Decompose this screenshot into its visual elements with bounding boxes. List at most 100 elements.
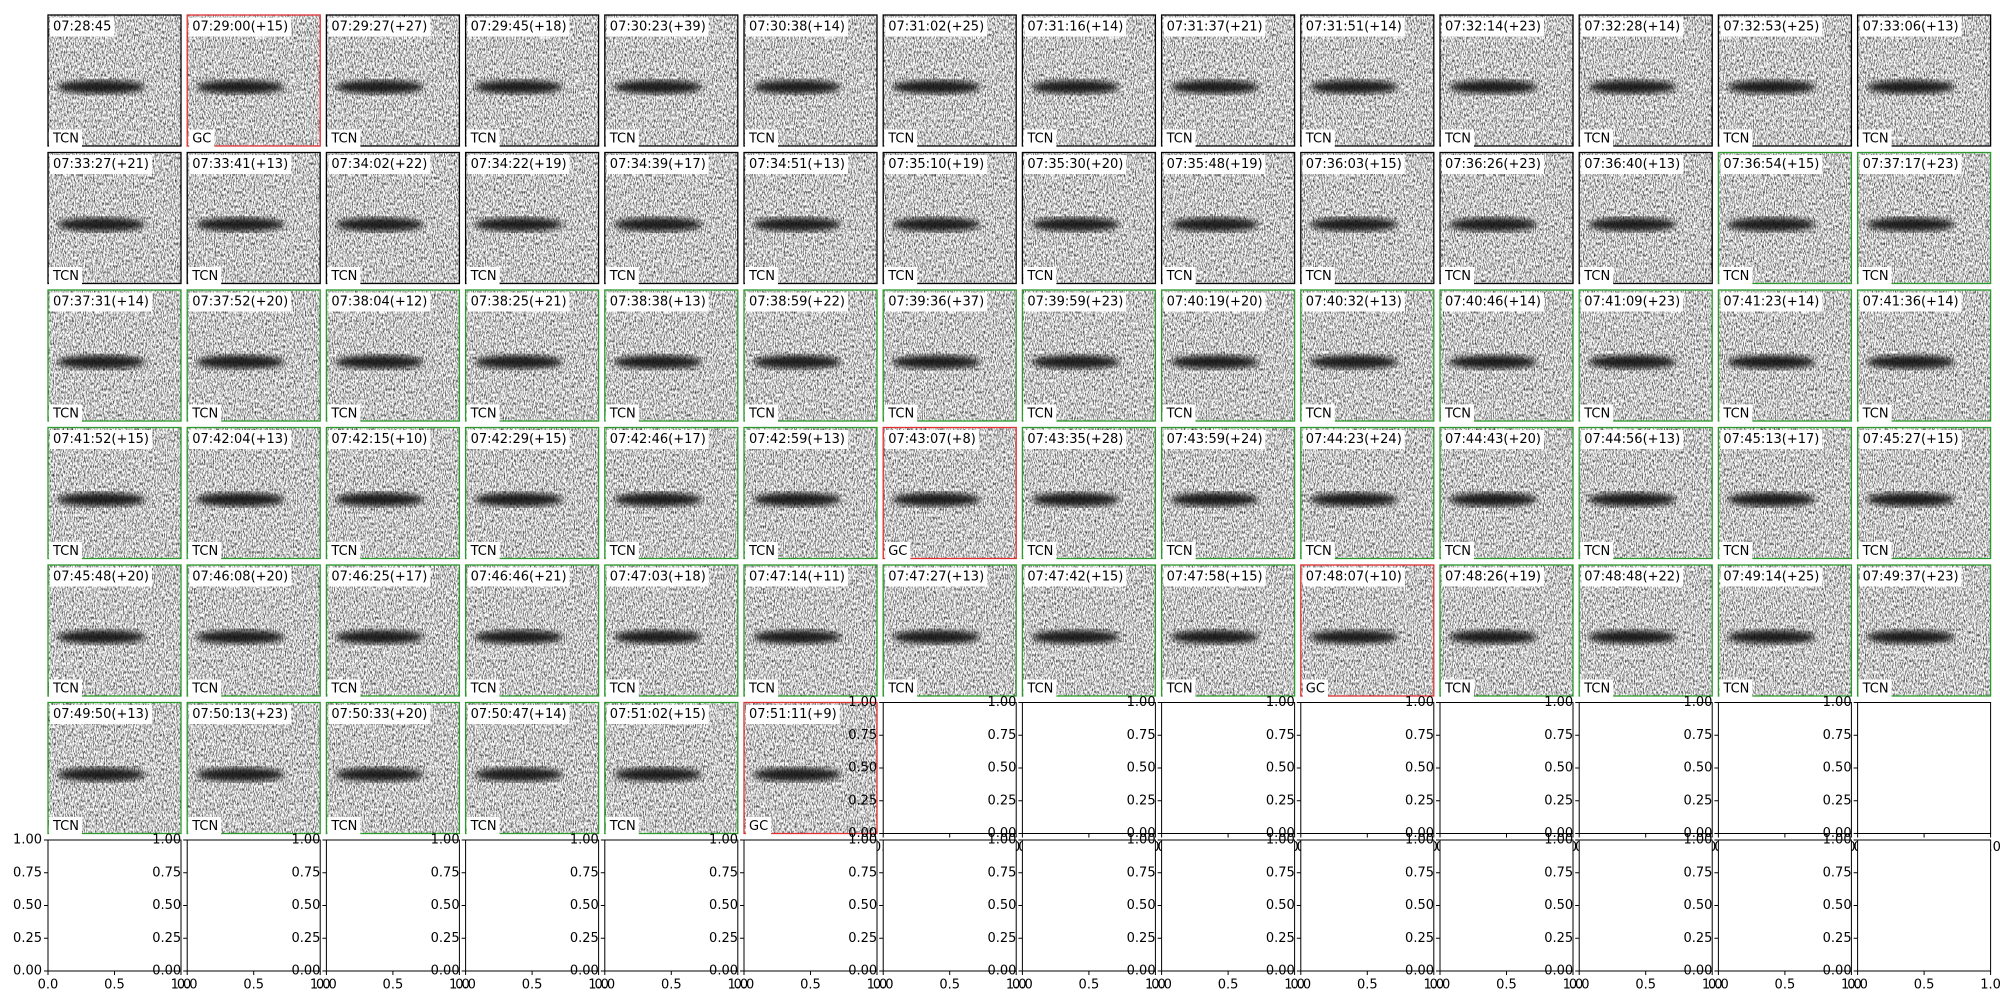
label-box (1023, 679, 1057, 699)
spectrogram-panel: 07:40:46(+14) TCN (1439, 289, 1574, 424)
y-tick-label: 0.75 (570, 865, 599, 880)
y-tick-label: 0.00 (987, 826, 1016, 841)
panel-border (743, 289, 878, 422)
x-tick-label: 0.5 (1914, 978, 1935, 993)
call-band (1588, 217, 1677, 232)
title-box (885, 567, 988, 587)
panel-title: 07:40:32(+13) (1306, 295, 1402, 310)
y-tick-label: 0.75 (431, 865, 460, 880)
panel-label: TCN (52, 819, 79, 834)
panel-title: 07:48:26(+19) (1445, 570, 1541, 585)
panel-label: TCN (330, 407, 357, 422)
label-box (1162, 542, 1196, 561)
title-box (467, 292, 570, 312)
axes-frame (465, 839, 600, 972)
y-tick-label: 0.50 (848, 761, 877, 776)
y-tick-label: 0.25 (570, 931, 599, 946)
spectrogram-panel: 07:47:58(+15) TCN (1160, 564, 1296, 699)
call-band (1170, 630, 1259, 645)
label-box (1162, 679, 1196, 699)
title-box (1581, 292, 1684, 312)
call-band (1310, 217, 1398, 232)
panel-border (1021, 151, 1157, 285)
spectrogram-panel: 07:45:13(+17) TCN (1717, 426, 1853, 561)
panel-border (47, 151, 182, 285)
label-box (884, 404, 918, 424)
label-box (188, 542, 222, 561)
y-tick-label: 0.00 (1823, 826, 1852, 841)
y-tick-label: 0.75 (848, 865, 877, 880)
label-box (885, 542, 911, 561)
axes-frame (1021, 839, 1156, 972)
title-box (467, 567, 570, 587)
panel-title: 07:34:22(+19) (471, 157, 567, 172)
panel-border (186, 701, 321, 835)
call-band (1449, 630, 1538, 645)
x-tick-label: 1.0 (1841, 978, 1862, 993)
panel-label: TCN (1444, 544, 1471, 559)
panel-title: 07:42:15(+10) (331, 432, 427, 447)
panel-border (1578, 564, 1713, 697)
call-band (57, 492, 146, 507)
title-box (1720, 17, 1823, 37)
y-tick-label: 0.50 (1683, 898, 1712, 913)
panel-title: 07:43:59(+24) (1167, 432, 1263, 447)
label-box (605, 817, 639, 836)
panel-border (47, 564, 182, 697)
y-tick-label: 0.50 (1823, 761, 1852, 776)
label-box (1023, 542, 1057, 561)
x-tick-label: 0.0 (1708, 978, 1729, 993)
y-tick-label: 0.00 (13, 964, 42, 979)
y-tick-label: 0.25 (1544, 793, 1573, 808)
call-band (474, 492, 563, 507)
y-tick-label: 0.00 (1266, 826, 1295, 841)
y-tick-label: 0.50 (709, 898, 738, 913)
spectrogram-panel: 07:43:35(+28) TCN (1021, 426, 1157, 561)
x-tick-label: 0.0 (1569, 978, 1590, 993)
spectrogram-panel: 07:30:38(+14) TCN (743, 14, 878, 149)
panel-border (1717, 14, 1853, 147)
panel-border (186, 151, 321, 285)
axes-frame (1857, 839, 1992, 972)
panel-title: 07:32:53(+25) (1723, 20, 1819, 35)
y-tick-label: 1.00 (709, 833, 738, 848)
panel-label: TCN (330, 269, 357, 284)
panel-title: 07:35:30(+20) (1027, 157, 1123, 172)
x-tick-label: 0.5 (522, 978, 543, 993)
call-band (1866, 630, 1955, 645)
title-box (189, 705, 292, 724)
axes-frame (1439, 702, 1574, 834)
panel-title: 07:38:59(+22) (749, 295, 845, 310)
panel-label: TCN (609, 544, 636, 559)
label-box (1162, 267, 1196, 286)
call-band (614, 355, 702, 370)
spectrogram-panel: 07:40:19(+20) TCN (1160, 289, 1296, 424)
y-tick-label: 0.00 (1405, 826, 1434, 841)
panel-label: TCN (191, 407, 218, 422)
x-tick-label: 1.0 (1284, 978, 1305, 993)
panel-border (1856, 426, 1992, 560)
panel-label: GC (888, 544, 907, 559)
label-box (1441, 267, 1474, 286)
axes-frame (1578, 839, 1713, 972)
call-band (1449, 492, 1538, 507)
panel-label: TCN (52, 407, 79, 422)
call-band (196, 80, 285, 95)
y-tick-label: 0.00 (291, 964, 320, 979)
panel-title: 07:45:48(+20) (53, 570, 149, 585)
y-tick-label: 1.00 (431, 833, 460, 848)
panel-title: 07:30:23(+39) (610, 20, 706, 35)
call-band (1170, 80, 1259, 95)
call-band (57, 767, 146, 782)
label-box (1580, 404, 1614, 424)
empty-axes: 0.000.250.500.751.000.00.51.0 (1544, 695, 1722, 855)
x-tick-label: 0.0 (177, 978, 198, 993)
spectrogram-panel: 07:39:59(+23) TCN (1021, 289, 1157, 424)
x-tick-label: 1.0 (1980, 978, 2000, 993)
panel-title: 07:34:02(+22) (331, 157, 427, 172)
panel-title: 07:29:45(+18) (471, 20, 567, 35)
y-tick-label: 1.00 (1823, 833, 1852, 848)
